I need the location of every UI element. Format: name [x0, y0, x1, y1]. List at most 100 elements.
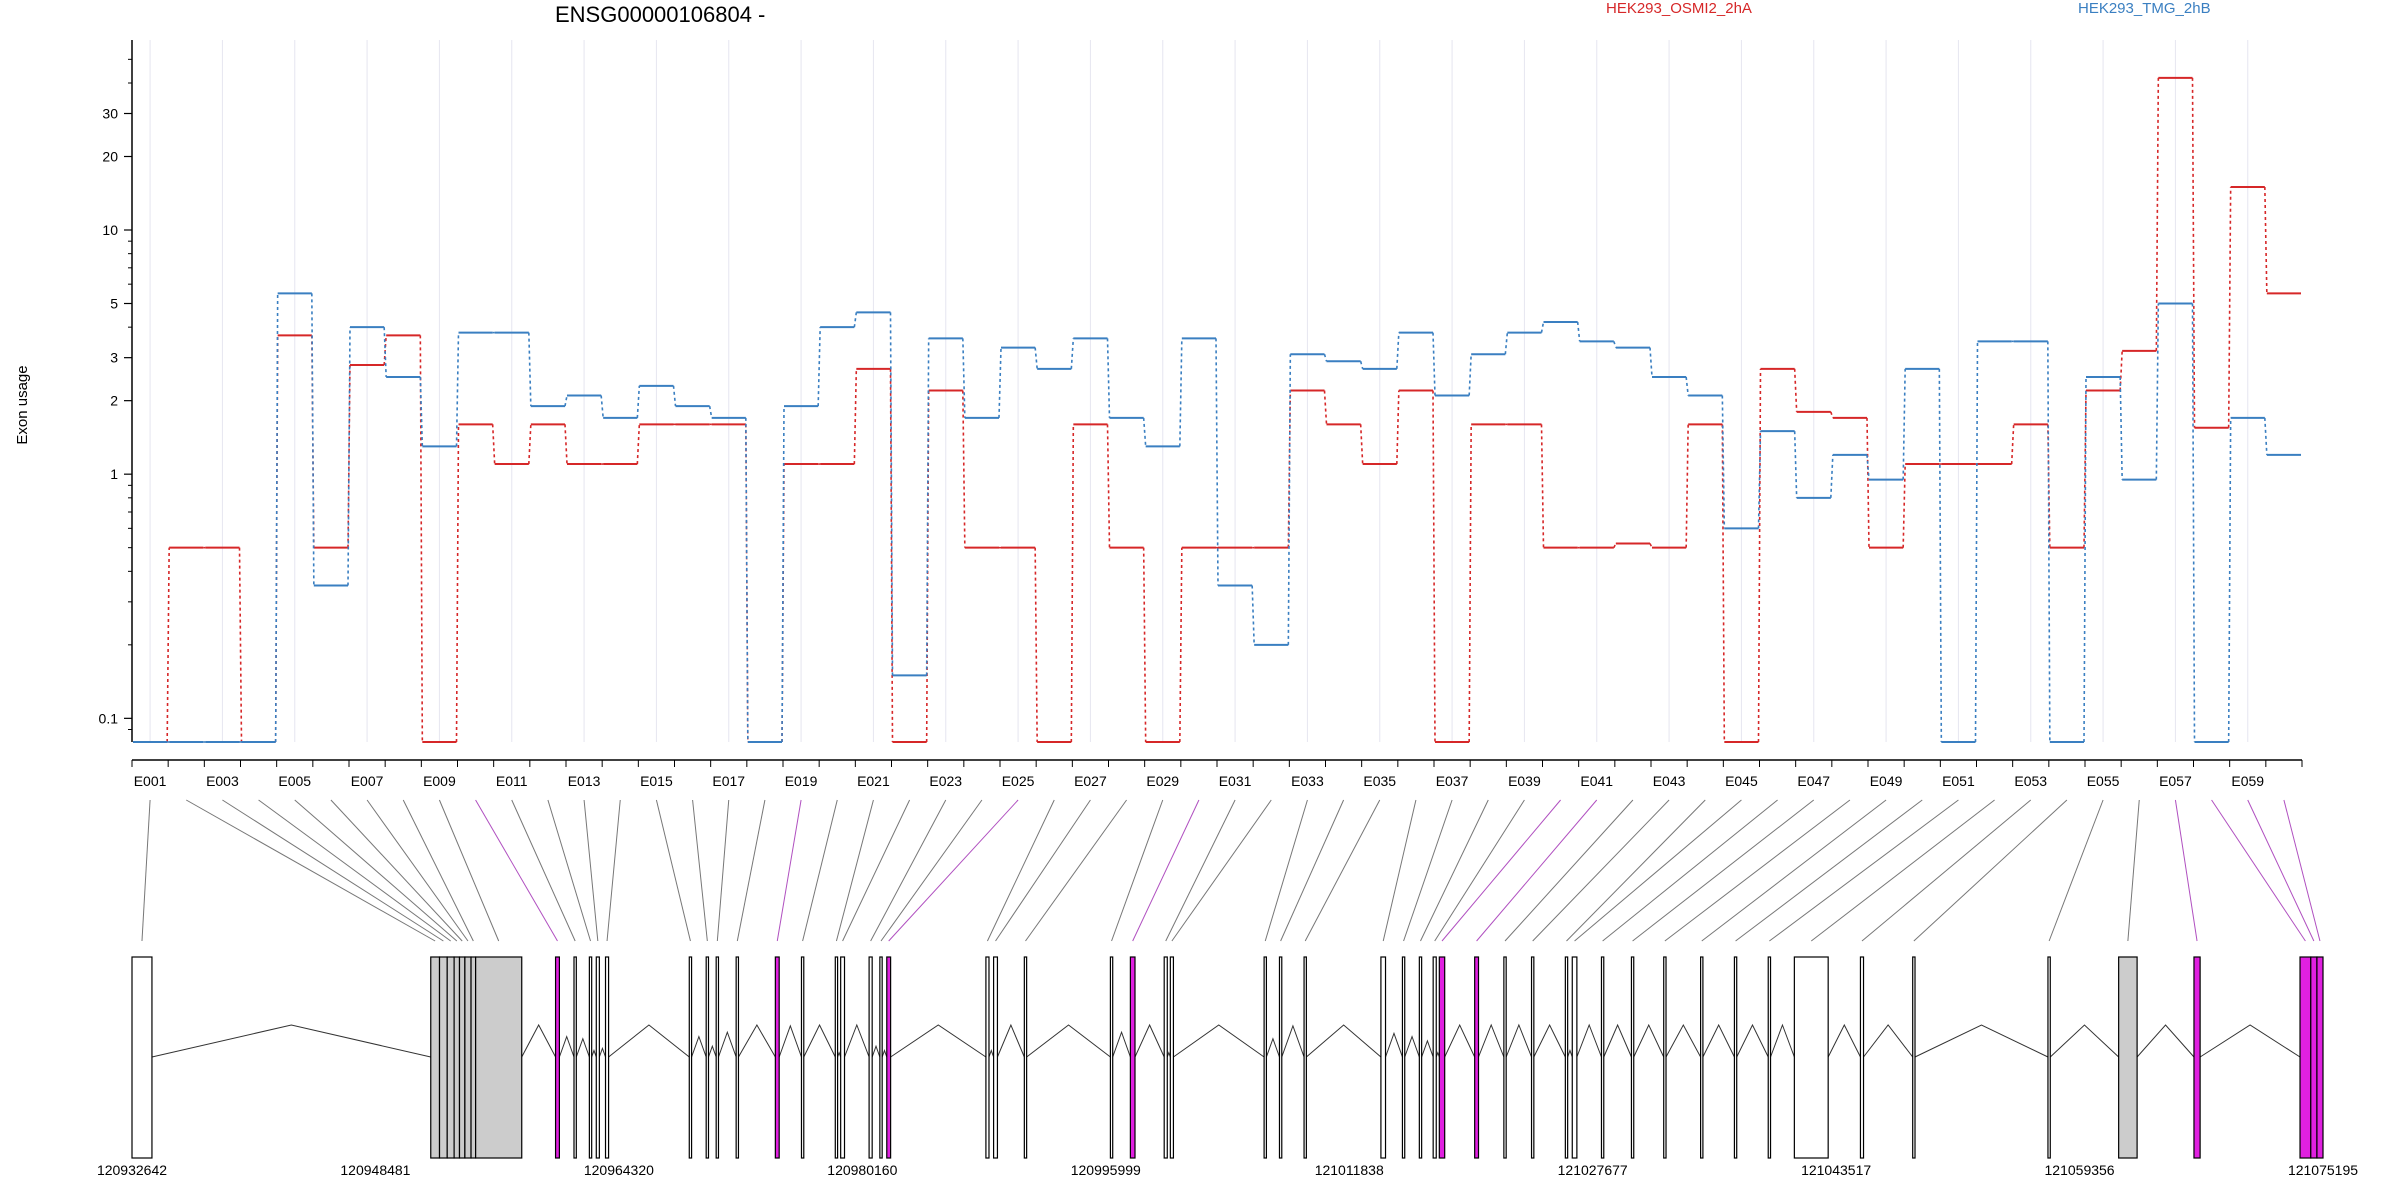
intron — [2049, 1024, 2120, 1058]
exon-connector — [1111, 799, 1164, 942]
exon-box — [554, 956, 561, 1159]
series-connector — [962, 390, 966, 548]
exon-box — [1278, 956, 1283, 1159]
exon-box — [2193, 956, 2201, 1159]
exon-connector — [835, 799, 874, 942]
exon-box — [573, 956, 577, 1159]
legend-entry-tmg: HEK293_TMG_2hB — [2078, 0, 2211, 17]
exon-connector — [888, 799, 1019, 942]
exon-connector — [141, 799, 151, 942]
exon-box — [985, 956, 990, 1159]
intron — [1306, 1024, 1382, 1058]
series-connector — [347, 327, 351, 586]
exon-connector — [1280, 799, 1345, 942]
series-connector — [1034, 547, 1038, 743]
series-connector — [1396, 390, 1400, 465]
exon-connector — [1025, 799, 1127, 942]
intron — [1603, 1023, 1632, 1058]
intron — [1385, 1031, 1403, 1058]
series-connector — [1902, 368, 1906, 480]
x-tick-label: E055 — [2087, 773, 2120, 789]
exon-box — [2118, 956, 2138, 1159]
series-connector — [600, 395, 604, 418]
x-tick-label: E019 — [785, 773, 818, 789]
exon-box — [1700, 956, 1704, 1159]
series-connector — [1613, 341, 1617, 348]
exon-box — [1859, 956, 1865, 1159]
exon-connector — [606, 799, 621, 942]
series-connector — [2191, 77, 2196, 428]
series-connector — [2227, 186, 2232, 428]
exon-box — [430, 956, 441, 1159]
x-tick-label: E005 — [278, 773, 311, 789]
intron — [1173, 1024, 1265, 1058]
series-connector — [1034, 347, 1038, 369]
series-connector — [383, 335, 387, 366]
series-connector — [1866, 454, 1870, 480]
intron — [1914, 1024, 2049, 1058]
intron — [1112, 1030, 1131, 1058]
y-tick-label: 5 — [110, 296, 118, 312]
intron — [691, 1035, 707, 1058]
series-connector — [564, 424, 568, 465]
series-connector — [962, 338, 966, 418]
series-connector — [2119, 376, 2123, 480]
series-connector — [1359, 424, 1364, 465]
intron — [708, 1044, 717, 1058]
coordinate-label: 121027677 — [1558, 1162, 1628, 1178]
series-connector — [672, 385, 677, 407]
intron — [718, 1030, 737, 1058]
exon-connector — [1441, 799, 1561, 942]
exon-connector — [1602, 799, 1778, 942]
gene-model: 120932642 120948481 120964320 120980160 1209… — [97, 956, 2358, 1178]
intron — [1533, 1023, 1566, 1058]
x-tick-label: E037 — [1436, 773, 1469, 789]
x-tick-label: E053 — [2014, 773, 2047, 789]
series-connector — [2227, 417, 2232, 743]
exon-connector — [222, 799, 444, 942]
series-connector — [708, 405, 713, 419]
intron — [575, 1037, 590, 1058]
x-tick-label: E045 — [1725, 773, 1758, 789]
exon-connector — [1913, 799, 2068, 942]
series-connector — [2155, 303, 2160, 480]
series-connector — [1793, 431, 1798, 498]
exon-connector — [802, 799, 838, 942]
exon-connector — [692, 799, 708, 942]
series-connector — [853, 368, 858, 465]
exon-connector — [776, 799, 802, 942]
series-connector — [2010, 424, 2015, 465]
exon-connector — [1504, 799, 1634, 942]
series-connector — [1070, 424, 1075, 743]
exon-connector — [258, 799, 451, 942]
exon-box — [2316, 956, 2324, 1159]
x-tick-label: E059 — [2231, 773, 2264, 789]
x-tick-label: E003 — [206, 773, 239, 789]
series-connector — [1215, 338, 1219, 586]
series-connector — [817, 327, 821, 407]
intron — [591, 1049, 597, 1058]
series-connector — [1468, 354, 1472, 396]
exon-box — [438, 956, 448, 1159]
intron — [1026, 1024, 1111, 1058]
exon-connector — [1165, 799, 1236, 942]
series-connector — [1649, 347, 1653, 378]
exon-connector — [2211, 799, 2306, 942]
exon-connector — [1171, 799, 1272, 942]
exon-connector — [1769, 799, 1959, 942]
intron — [558, 1035, 575, 1058]
y-tick-label: 10 — [102, 222, 118, 238]
series-connector — [925, 338, 930, 676]
series-connector — [1540, 321, 1545, 333]
exon-connector — [1574, 799, 1742, 942]
exon-box — [1767, 956, 1772, 1159]
exon-box — [1530, 956, 1535, 1159]
exon-connector — [842, 799, 911, 942]
exon-box — [879, 956, 883, 1159]
series-connector — [2264, 186, 2268, 294]
intron — [1281, 1024, 1305, 1058]
intron — [881, 1049, 888, 1058]
series-connector — [1757, 368, 1762, 743]
series-HEK293_OSMI2_2hA — [133, 76, 2301, 743]
exon-box — [992, 956, 999, 1159]
